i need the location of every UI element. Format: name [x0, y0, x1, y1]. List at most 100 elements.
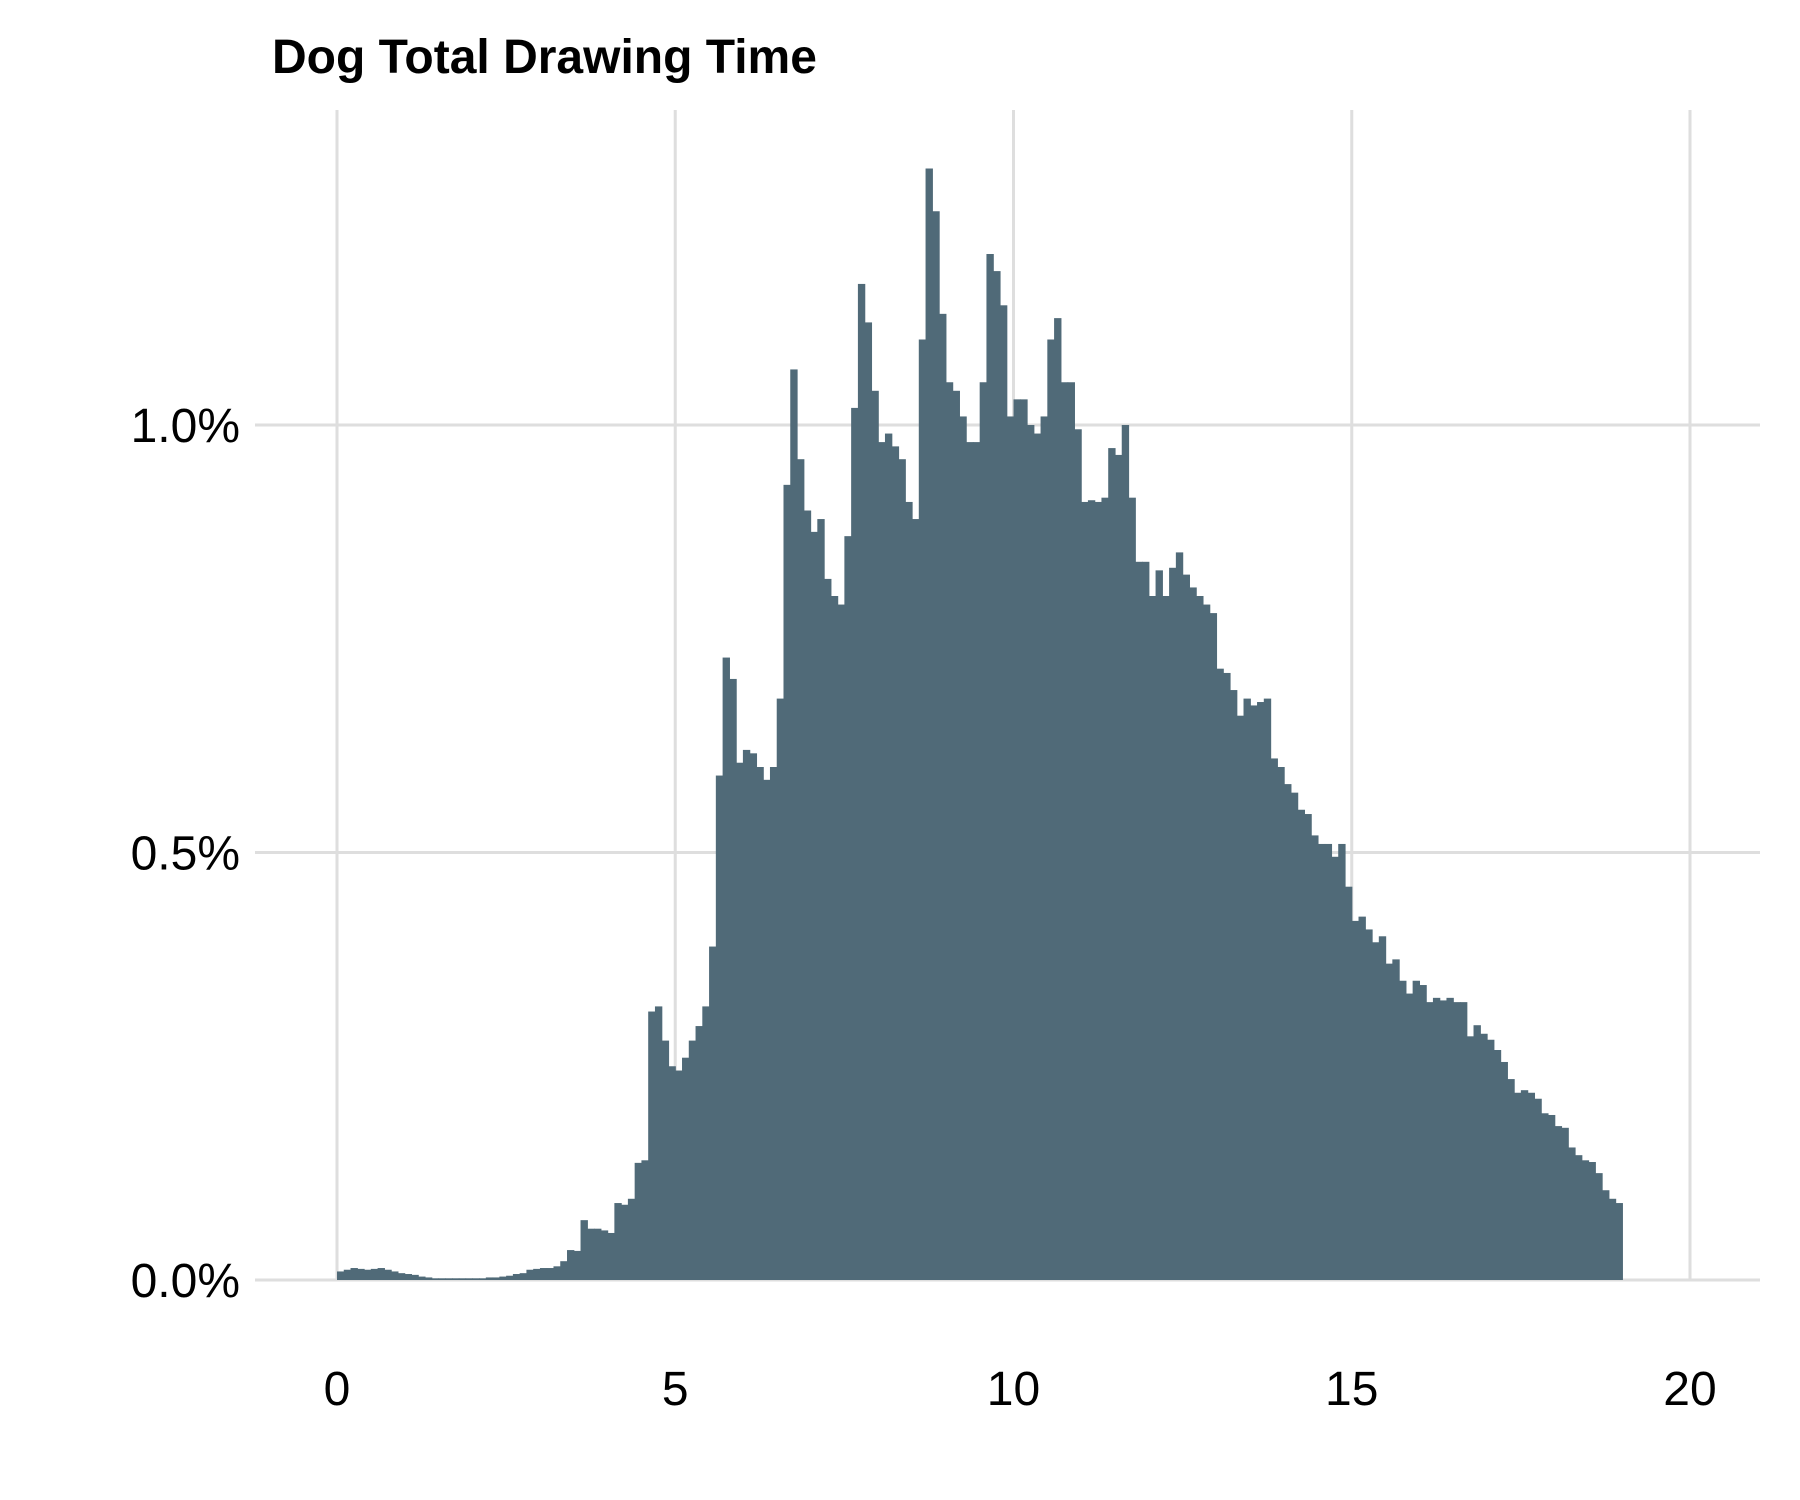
histogram-bar: [1500, 1061, 1508, 1280]
histogram-bar: [966, 442, 974, 1281]
histogram-bar: [905, 501, 913, 1280]
histogram-bar: [1155, 570, 1163, 1280]
histogram-bar: [959, 416, 967, 1280]
histogram-bar: [1351, 920, 1360, 1280]
histogram-bar: [871, 390, 879, 1280]
histogram-bar: [776, 698, 785, 1280]
y-tick-label: 1.0%: [131, 400, 240, 453]
histogram-bar: [1081, 501, 1089, 1280]
histogram-bar: [682, 1057, 690, 1280]
histogram-bar: [1054, 318, 1062, 1280]
histogram-bar: [1087, 500, 1096, 1280]
histogram-bar: [1162, 596, 1170, 1280]
histogram-bar: [587, 1228, 595, 1280]
histogram-bar: [1574, 1155, 1583, 1280]
histogram-bar: [370, 1268, 379, 1280]
y-tick-label: 0.5%: [131, 828, 240, 881]
histogram-bar: [499, 1276, 507, 1280]
histogram-bar: [485, 1277, 494, 1280]
histogram-bar: [1432, 997, 1441, 1280]
histogram-bar: [1527, 1092, 1536, 1280]
histogram-bar: [404, 1274, 413, 1280]
histogram-bar: [763, 779, 771, 1280]
histogram-bar: [729, 678, 737, 1280]
histogram-bar: [1520, 1090, 1529, 1280]
histogram-bar: [1426, 1002, 1434, 1280]
histogram-bar: [438, 1278, 446, 1280]
tick-labels: 0 5 10 15 20 0.0% 0.5% 1.0%: [131, 400, 1717, 1416]
histogram-bar: [526, 1269, 534, 1280]
histogram-bar: [1487, 1039, 1495, 1280]
histogram-bar: [891, 446, 900, 1280]
histogram-bar: [993, 271, 1001, 1281]
histogram-bar: [1324, 843, 1333, 1280]
histogram-bar: [1297, 809, 1305, 1280]
histogram-bar: [377, 1268, 385, 1280]
histogram-bar: [1439, 1000, 1448, 1280]
histogram-bar: [634, 1162, 643, 1280]
histogram-bar: [506, 1275, 514, 1280]
histogram-bar: [512, 1274, 521, 1280]
histogram-bar: [986, 254, 994, 1280]
histogram-bar: [1602, 1190, 1610, 1280]
histogram-bar: [1473, 1025, 1481, 1280]
histogram-bar: [1263, 698, 1272, 1280]
histogram-bar: [702, 1006, 710, 1280]
histogram-bar: [343, 1269, 352, 1280]
histogram-bar: [918, 339, 927, 1280]
histogram-bar: [844, 536, 852, 1280]
histogram-bar: [397, 1273, 406, 1280]
histogram-bar: [1507, 1079, 1515, 1280]
histogram-bar: [1257, 702, 1265, 1280]
histogram-bar: [1060, 382, 1069, 1280]
histogram-bar: [803, 510, 812, 1280]
histogram-bar: [898, 459, 906, 1280]
histogram-bar: [1108, 448, 1116, 1281]
histogram-bar: [533, 1268, 541, 1280]
histogram-bar: [797, 459, 805, 1280]
histogram-bar: [1568, 1147, 1576, 1280]
histogram-bar: [621, 1204, 629, 1280]
histogram-bar: [1209, 613, 1218, 1280]
x-tick-label: 15: [1325, 1363, 1378, 1416]
histogram-bar: [810, 531, 818, 1280]
histogram-bar: [878, 442, 886, 1281]
histogram-bar: [1142, 561, 1150, 1280]
histogram-bar: [384, 1269, 392, 1280]
histogram-bar: [1405, 993, 1414, 1280]
histogram-bar: [756, 767, 764, 1280]
histogram-bar: [1236, 715, 1245, 1280]
histogram-bar: [790, 369, 798, 1280]
histogram-bar: [1304, 814, 1312, 1280]
histogram-bar: [999, 305, 1008, 1280]
histogram-bar: [769, 767, 778, 1280]
histogram-bar: [857, 283, 866, 1280]
histogram-bar: [1128, 497, 1136, 1280]
histogram-bar: [479, 1278, 487, 1280]
histogram-bar: [675, 1070, 683, 1280]
histogram-bar: [648, 1011, 656, 1280]
histogram-bar: [932, 211, 940, 1280]
histogram-bar: [1121, 425, 1130, 1280]
histogram-bar: [1466, 1036, 1475, 1280]
histogram-bar: [1169, 567, 1177, 1280]
histogram-bar: [1284, 784, 1292, 1280]
histogram-bar: [1270, 758, 1278, 1280]
histogram-bar: [824, 578, 832, 1280]
histogram-bar: [1595, 1173, 1603, 1280]
histogram-bar: [364, 1269, 372, 1280]
histogram-bar: [661, 1040, 670, 1280]
chart-title: Dog Total Drawing Time: [272, 31, 817, 84]
histogram-bar: [1027, 425, 1035, 1280]
histogram-bar: [573, 1250, 582, 1280]
histogram-bar: [1561, 1127, 1569, 1280]
histogram-bar: [1453, 1002, 1461, 1280]
histogram-bar: [668, 1066, 676, 1280]
x-tick-label: 10: [987, 1363, 1040, 1416]
histogram-bar: [472, 1278, 480, 1280]
histogram-bar: [546, 1268, 555, 1280]
histogram-bar: [1378, 936, 1387, 1280]
histogram-bar: [817, 519, 825, 1280]
